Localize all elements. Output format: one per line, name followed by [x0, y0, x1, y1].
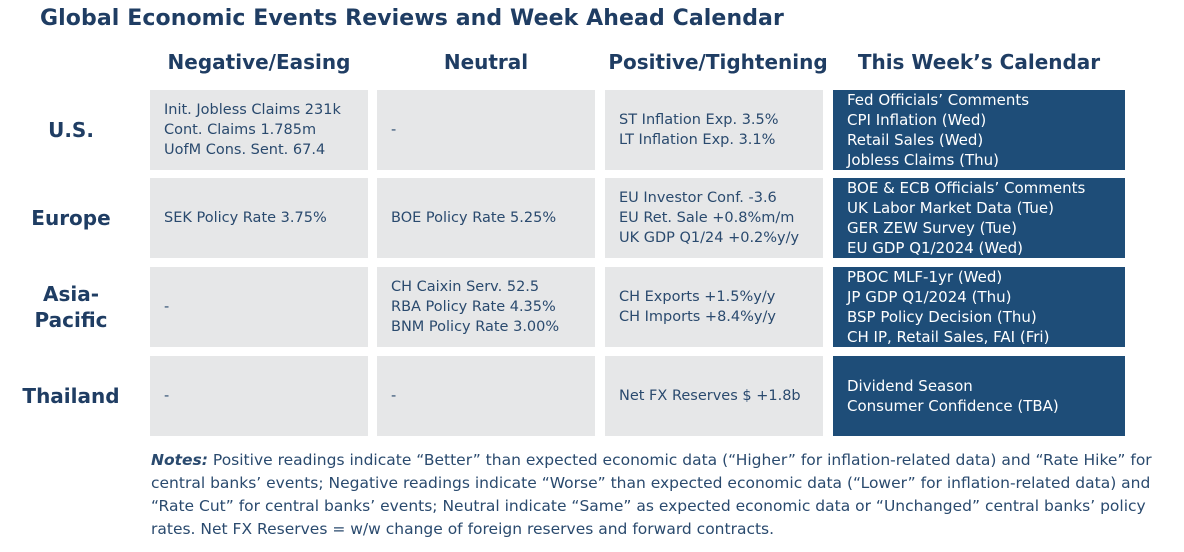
cell-line: CH Caixin Serv. 52.5 — [391, 279, 540, 295]
cell-us-negative: Init. Jobless Claims 231k Cont. Claims 1… — [150, 90, 368, 170]
cell-line: CH Exports +1.5%y/y — [619, 289, 776, 305]
calendar-item: CPI Inflation (Wed) — [847, 111, 987, 129]
column-header-calendar: This Week’s Calendar — [857, 50, 1101, 74]
calendar-item: Consumer Confidence (TBA) — [847, 397, 1059, 415]
cell-line: - — [391, 388, 397, 404]
calendar-item: Dividend Season — [847, 377, 973, 395]
cell-line: BOE Policy Rate 5.25% — [391, 210, 557, 226]
column-header-positive: Positive/Tightening — [608, 50, 828, 74]
row-label-us: U.S. — [48, 118, 94, 142]
row-label-asia-pacific: Asia- Pacific — [34, 282, 108, 332]
cell-us-calendar: Fed Officials’ Comments CPI Inflation (W… — [833, 90, 1125, 170]
cell-line: - — [164, 299, 170, 315]
cell-europe-negative: SEK Policy Rate 3.75% — [150, 178, 368, 258]
cell-line: Init. Jobless Claims 231k — [164, 102, 341, 118]
cell-line: EU Investor Conf. -3.6 — [619, 190, 777, 206]
cell-europe-positive: EU Investor Conf. -3.6 EU Ret. Sale +0.8… — [605, 178, 823, 258]
cell-line: - — [391, 122, 397, 138]
cell-us-neutral: - — [377, 90, 595, 170]
cell-thailand-positive: Net FX Reserves $ +1.8b — [605, 356, 823, 436]
cell-thailand-negative: - — [150, 356, 368, 436]
column-header-negative: Negative/Easing — [167, 50, 351, 74]
calendar-item: JP GDP Q1/2024 (Thu) — [847, 288, 1012, 306]
cell-asia-positive: CH Exports +1.5%y/y CH Imports +8.4%y/y — [605, 267, 823, 347]
cell-line: RBA Policy Rate 4.35% — [391, 299, 556, 315]
calendar-item: Jobless Claims (Thu) — [847, 151, 999, 169]
cell-line: UK GDP Q1/24 +0.2%y/y — [619, 230, 800, 246]
calendar-item: BSP Policy Decision (Thu) — [847, 308, 1037, 326]
calendar-item: PBOC MLF-1yr (Wed) — [847, 268, 1003, 286]
cell-us-positive: ST Inflation Exp. 3.5% LT Inflation Exp.… — [605, 90, 823, 170]
cell-asia-negative: - — [150, 267, 368, 347]
calendar-item: Fed Officials’ Comments — [847, 91, 1030, 109]
calendar-item: CH IP, Retail Sales, FAI (Fri) — [847, 328, 1050, 346]
calendar-item: Retail Sales (Wed) — [847, 131, 984, 149]
cell-line: Net FX Reserves $ +1.8b — [619, 388, 801, 404]
cell-thailand-calendar: Dividend Season Consumer Confidence (TBA… — [833, 356, 1125, 436]
notes-text: Positive readings indicate “Better” than… — [151, 451, 1152, 538]
calendar-item: UK Labor Market Data (Tue) — [847, 199, 1055, 217]
calendar-item: BOE & ECB Officials’ Comments — [847, 179, 1086, 197]
cell-line: UofM Cons. Sent. 67.4 — [164, 142, 326, 158]
cell-line: EU Ret. Sale +0.8%m/m — [619, 210, 795, 226]
page-title: Global Economic Events Reviews and Week … — [40, 6, 784, 31]
cell-europe-neutral: BOE Policy Rate 5.25% — [377, 178, 595, 258]
row-label-europe: Europe — [31, 206, 111, 230]
cell-asia-neutral: CH Caixin Serv. 52.5 RBA Policy Rate 4.3… — [377, 267, 595, 347]
row-label-thailand: Thailand — [22, 384, 120, 408]
cell-asia-calendar: PBOC MLF-1yr (Wed) JP GDP Q1/2024 (Thu) … — [833, 267, 1125, 347]
cell-line: SEK Policy Rate 3.75% — [164, 210, 327, 226]
calendar-item: GER ZEW Survey (Tue) — [847, 219, 1017, 237]
cell-europe-calendar: BOE & ECB Officials’ Comments UK Labor M… — [833, 178, 1125, 258]
cell-line: Cont. Claims 1.785m — [164, 122, 317, 138]
cell-line: BNM Policy Rate 3.00% — [391, 319, 560, 335]
notes-footer: Notes: Positive readings indicate “Bette… — [151, 449, 1171, 541]
cell-line: LT Inflation Exp. 3.1% — [619, 132, 776, 148]
calendar-item: EU GDP Q1/2024 (Wed) — [847, 239, 1023, 257]
column-header-neutral: Neutral — [443, 50, 529, 74]
cell-line: CH Imports +8.4%y/y — [619, 309, 776, 325]
cell-line: - — [164, 388, 170, 404]
notes-label: Notes: — [151, 451, 208, 469]
cell-line: ST Inflation Exp. 3.5% — [619, 112, 779, 128]
cell-thailand-neutral: - — [377, 356, 595, 436]
